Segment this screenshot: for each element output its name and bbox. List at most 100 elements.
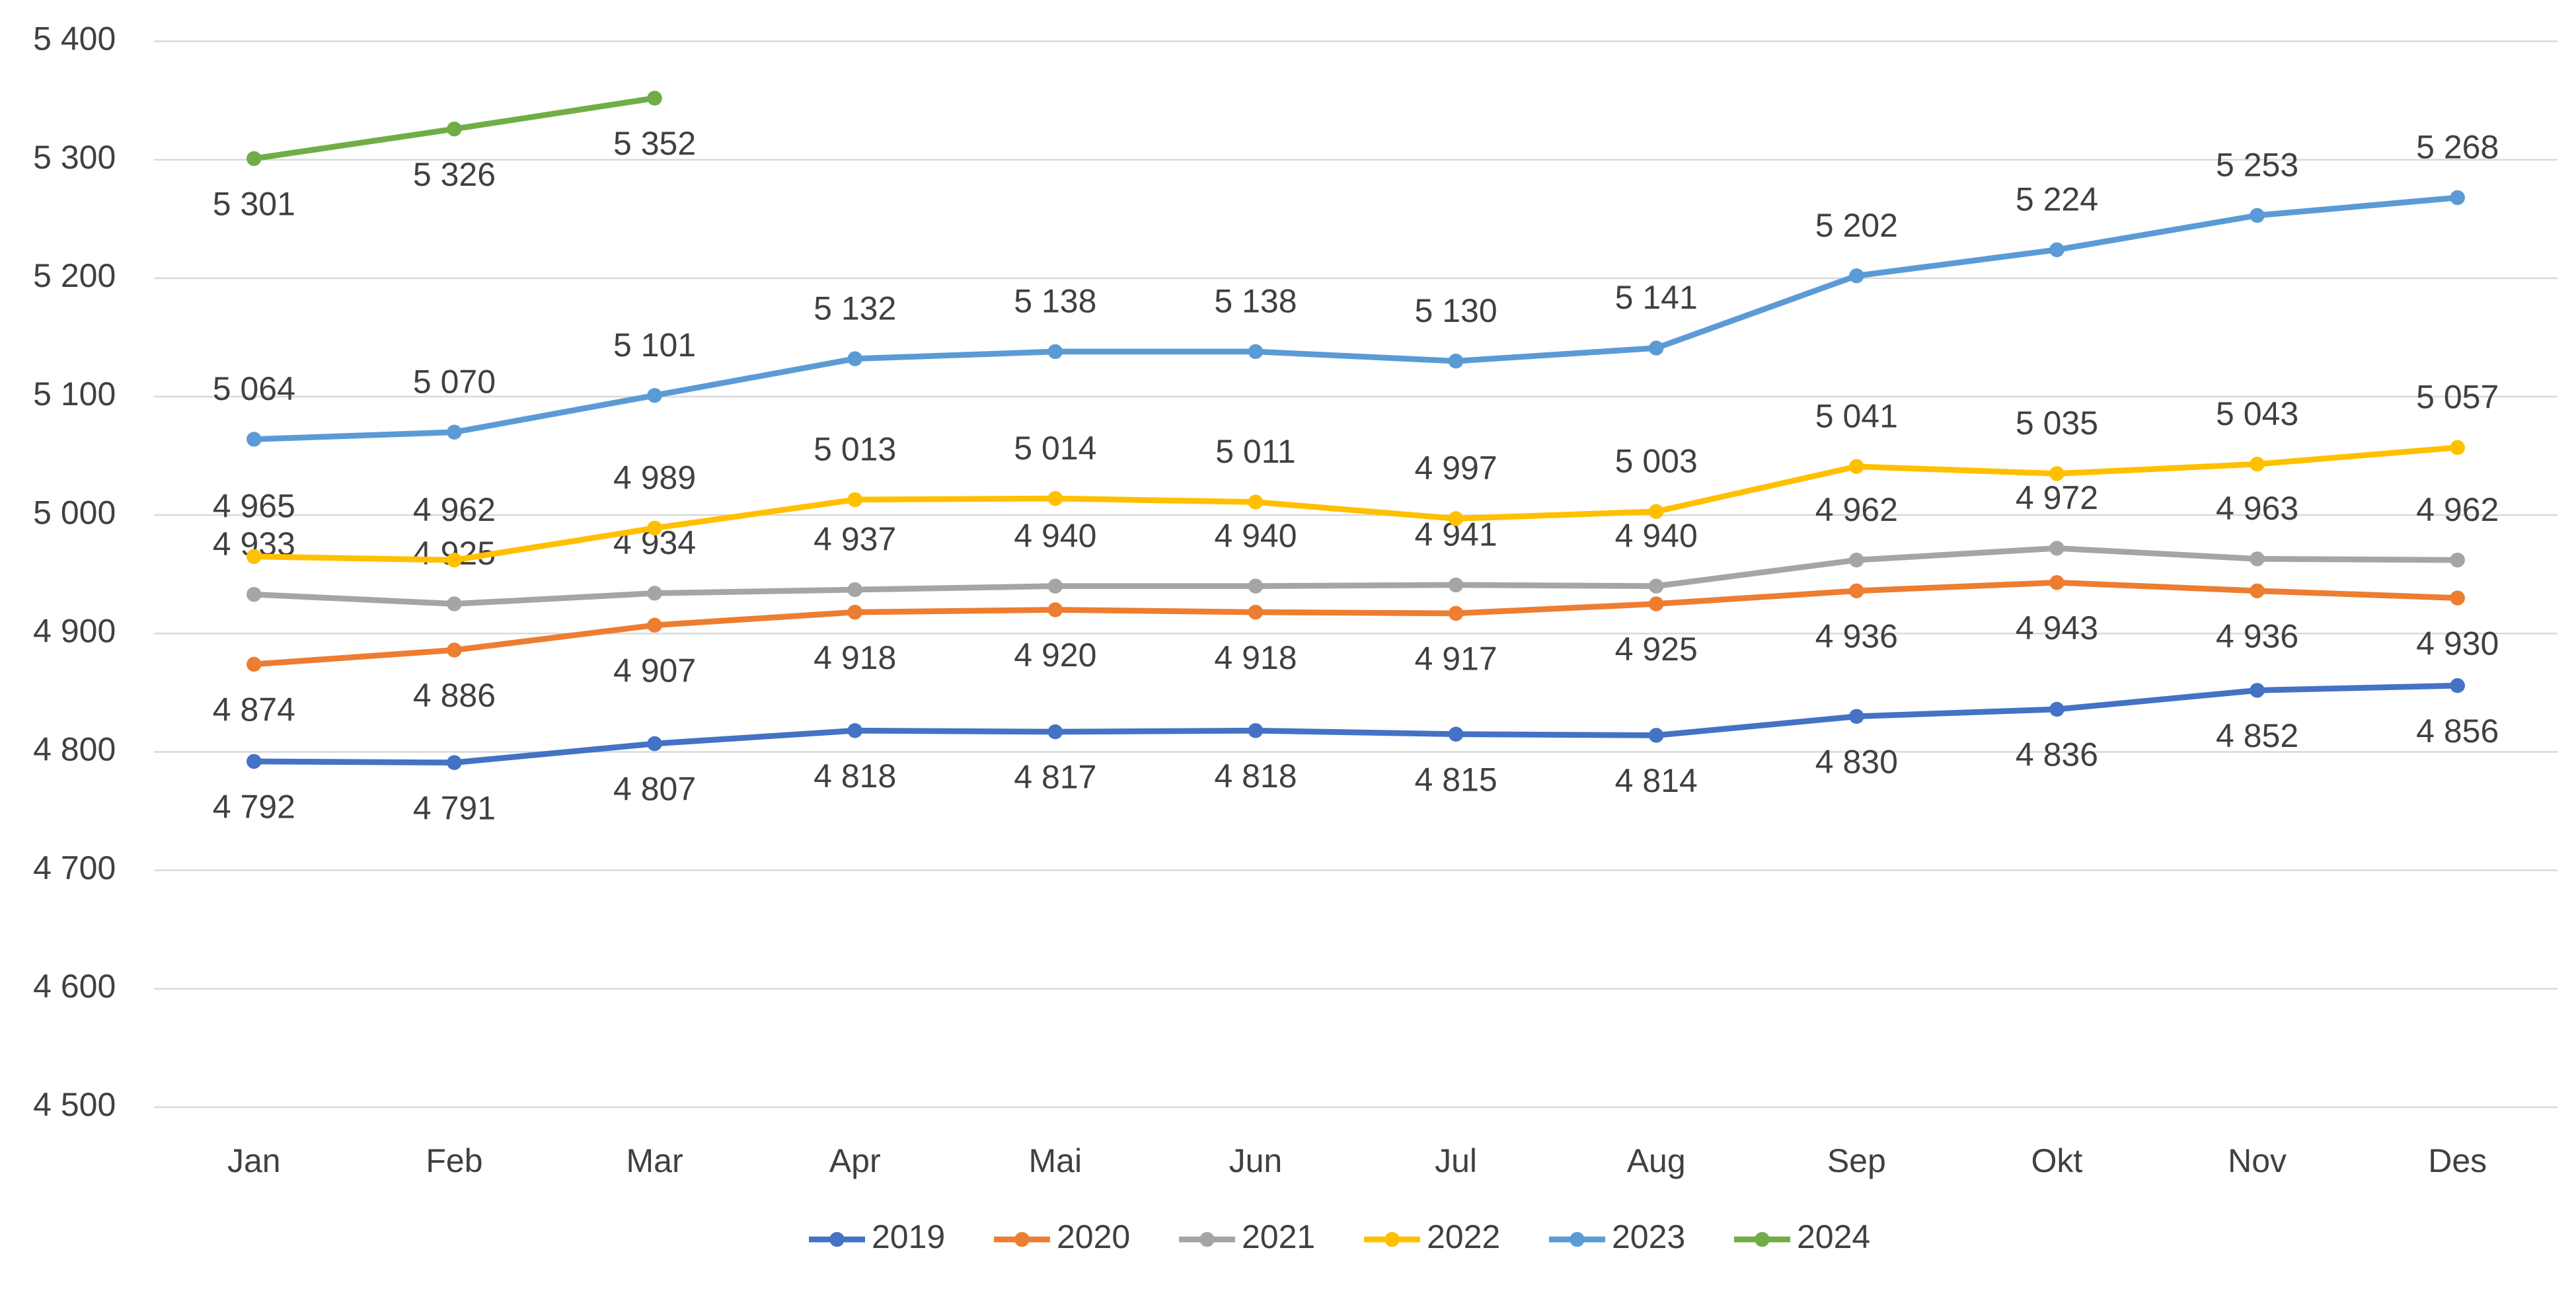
data-label: 4 963 xyxy=(2216,490,2298,527)
data-point xyxy=(1047,602,1063,617)
data-label: 4 917 xyxy=(1415,641,1497,678)
legend-label: 2021 xyxy=(1242,1218,1315,1255)
data-point xyxy=(447,553,462,568)
data-label: 4 965 xyxy=(213,488,295,525)
data-point xyxy=(246,586,262,602)
data-point xyxy=(2450,190,2465,206)
data-point xyxy=(847,492,862,508)
data-label: 4 962 xyxy=(413,491,496,528)
data-point xyxy=(1849,709,1864,724)
data-label: 5 202 xyxy=(1815,207,1898,244)
data-point xyxy=(447,424,462,440)
data-point xyxy=(847,582,862,598)
data-label: 5 224 xyxy=(2016,181,2098,218)
data-label: 4 940 xyxy=(1014,517,1096,554)
data-label: 4 940 xyxy=(1615,517,1698,554)
data-point xyxy=(2250,683,2265,698)
data-label: 4 940 xyxy=(1214,517,1297,554)
data-point xyxy=(647,586,662,601)
x-tick-label: Feb xyxy=(426,1142,482,1179)
x-tick-label: Mai xyxy=(1029,1142,1082,1179)
data-label: 4 936 xyxy=(1815,618,1898,655)
legend-label: 2023 xyxy=(1612,1218,1685,1255)
data-point xyxy=(847,351,862,366)
data-point xyxy=(1448,511,1464,526)
data-label: 5 064 xyxy=(213,370,295,407)
data-point xyxy=(1648,596,1664,611)
data-label: 5 268 xyxy=(2416,129,2499,166)
data-point xyxy=(647,617,662,633)
series-line xyxy=(254,545,2458,607)
data-label: 5 138 xyxy=(1214,283,1297,320)
data-point xyxy=(2250,583,2265,599)
y-tick-label: 4 900 xyxy=(33,613,116,650)
data-point xyxy=(246,151,262,167)
data-point xyxy=(1047,490,1063,506)
data-label: 5 057 xyxy=(2416,379,2499,416)
data-point xyxy=(2450,553,2465,568)
data-point xyxy=(447,121,462,137)
data-point xyxy=(246,549,262,565)
x-tick-label: Sep xyxy=(1827,1142,1886,1179)
x-tick-label: Apr xyxy=(829,1142,881,1179)
data-point xyxy=(1448,605,1464,621)
data-label: 4 818 xyxy=(814,758,896,795)
data-label: 4 852 xyxy=(2216,717,2298,754)
series-line xyxy=(254,194,2458,442)
data-label: 4 791 xyxy=(413,789,496,826)
data-label: 4 918 xyxy=(814,639,896,676)
x-tick-label: Jan xyxy=(227,1142,281,1179)
data-label: 4 962 xyxy=(1815,491,1898,528)
data-point xyxy=(1648,578,1664,594)
x-tick-label: Nov xyxy=(2228,1142,2287,1179)
data-label: 5 132 xyxy=(814,290,896,327)
legend-marker xyxy=(1384,1231,1400,1247)
data-point xyxy=(246,754,262,769)
data-point xyxy=(1047,344,1063,360)
data-point xyxy=(447,755,462,770)
y-tick-label: 4 500 xyxy=(33,1086,116,1123)
data-label: 4 972 xyxy=(2016,479,2098,516)
data-label: 5 035 xyxy=(2016,405,2098,442)
legend-marker xyxy=(1014,1231,1030,1247)
data-point xyxy=(447,643,462,658)
data-point xyxy=(1849,553,1864,568)
data-label: 5 013 xyxy=(814,431,896,468)
data-point xyxy=(2250,551,2265,566)
data-point xyxy=(1248,723,1264,738)
data-label: 5 070 xyxy=(413,363,496,400)
data-point xyxy=(2049,701,2065,717)
x-tick-label: Okt xyxy=(2031,1142,2083,1179)
data-point xyxy=(1248,494,1264,510)
data-point xyxy=(246,656,262,672)
y-tick-label: 5 300 xyxy=(33,139,116,176)
data-label: 5 141 xyxy=(1615,279,1698,316)
data-label: 4 920 xyxy=(1014,637,1096,674)
data-label: 5 352 xyxy=(613,125,696,162)
x-tick-label: Aug xyxy=(1627,1142,1686,1179)
data-point xyxy=(2049,541,2065,556)
data-point xyxy=(1047,578,1063,594)
data-label: 5 041 xyxy=(1815,397,1898,434)
y-tick-label: 5 400 xyxy=(33,20,116,58)
data-point xyxy=(2049,575,2065,590)
data-label: 4 962 xyxy=(2416,491,2499,528)
y-tick-label: 5 200 xyxy=(33,257,116,294)
data-label: 5 043 xyxy=(2216,395,2298,432)
x-tick-label: Jul xyxy=(1435,1142,1477,1179)
data-label: 4 930 xyxy=(2416,625,2499,662)
data-label: 4 815 xyxy=(1415,761,1497,798)
data-label: 4 937 xyxy=(814,521,896,558)
data-label: 4 918 xyxy=(1214,639,1297,676)
data-point xyxy=(2450,678,2465,693)
data-label: 4 836 xyxy=(2016,736,2098,773)
legend-marker xyxy=(829,1231,845,1247)
legend-label: 2019 xyxy=(872,1218,945,1255)
data-label: 5 130 xyxy=(1415,292,1497,329)
data-point xyxy=(1448,726,1464,742)
data-label: 4 818 xyxy=(1214,758,1297,795)
data-label: 5 138 xyxy=(1014,283,1096,320)
data-point xyxy=(647,736,662,752)
data-label: 5 003 xyxy=(1615,442,1698,479)
